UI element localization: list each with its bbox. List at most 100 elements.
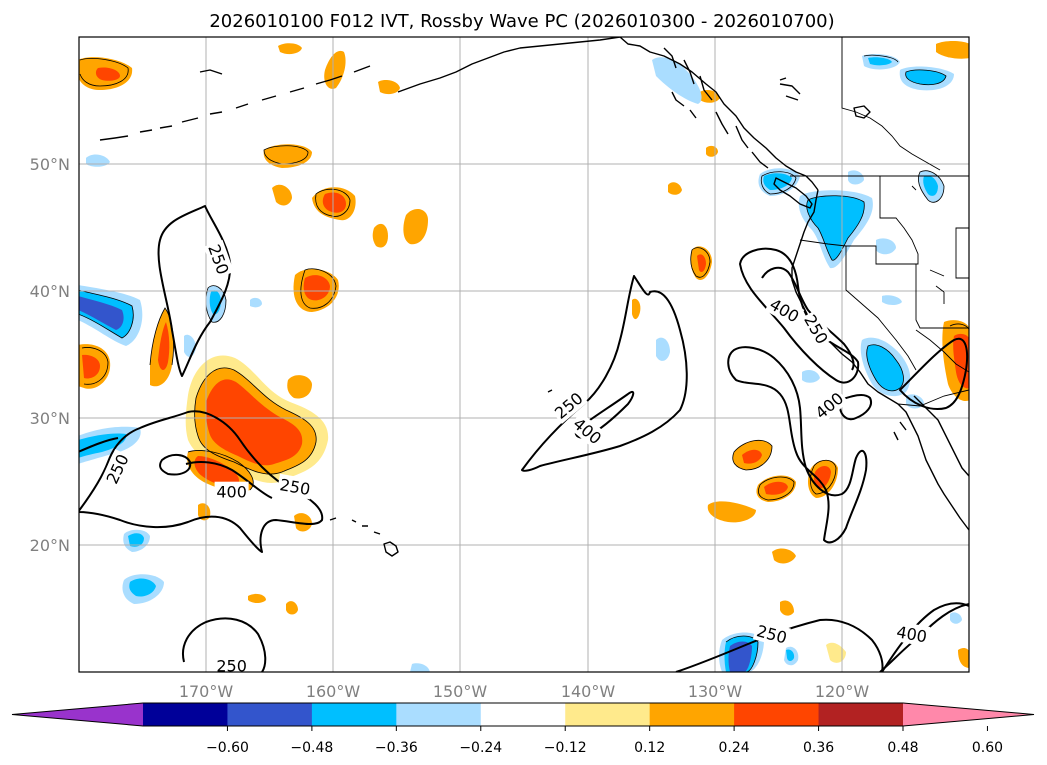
anomaly-outlines xyxy=(79,54,969,672)
us-mexico-border xyxy=(897,389,969,407)
positive-anomaly-region xyxy=(958,648,969,668)
positive-anomaly-region xyxy=(936,41,969,59)
negative-anomaly-region xyxy=(763,173,792,190)
negative-anomaly-region xyxy=(882,295,902,305)
rossby-wave-contours xyxy=(79,205,969,672)
positive-anomaly-region xyxy=(742,449,762,464)
contour-label-text: 250 xyxy=(216,657,247,676)
lon-label-150w: 150°W xyxy=(433,682,488,701)
figure-title: 2026010100 F012 IVT, Rossby Wave PC (202… xyxy=(209,11,834,32)
lat-label-30n: 30°N xyxy=(30,409,70,428)
negative-anomaly-region xyxy=(923,175,938,196)
contour-250 xyxy=(521,275,688,472)
contour-250 xyxy=(899,337,969,410)
negative-anomaly-region xyxy=(876,238,896,255)
positive-anomaly-region xyxy=(95,67,120,81)
lon-label-120w: 120°W xyxy=(815,682,870,701)
positive-anomaly-region xyxy=(814,466,831,489)
map-frame xyxy=(78,36,970,673)
negative-anomaly-region xyxy=(786,649,795,661)
positive-anomaly-region xyxy=(322,192,346,213)
latitude-labels: 20°N 30°N 40°N 50°N xyxy=(30,155,70,555)
colorbar-tick-label: 0.48 xyxy=(887,740,918,756)
positive-anomaly-region xyxy=(287,375,312,399)
colorbar-extend-min xyxy=(12,703,143,726)
positive-anomaly-region xyxy=(248,593,266,603)
positive-anomaly-region xyxy=(303,275,330,301)
negative-anomaly-region xyxy=(802,370,820,383)
state-borders xyxy=(862,176,919,265)
colorbar: −0.60 −0.48 −0.36 −0.24 −0.12 0.12 0.24 0.36 0.4… xyxy=(11,702,1035,756)
positive-anomaly-region xyxy=(764,481,788,495)
lat-label-50n: 50°N xyxy=(30,155,70,174)
colorbar-tick-label: −0.12 xyxy=(544,740,587,756)
colorbar-segment xyxy=(565,703,651,726)
lat-label-40n: 40°N xyxy=(30,282,70,301)
ivt-anomaly-shading xyxy=(79,41,969,672)
lon-label-140w: 140°W xyxy=(561,682,616,701)
colorbar-tick-label: −0.48 xyxy=(290,740,333,756)
positive-anomaly-region xyxy=(826,642,846,663)
colorbar-tick-label: 0.12 xyxy=(634,740,665,756)
negative-anomaly-region xyxy=(868,57,892,66)
contour-label: 250 xyxy=(276,473,314,500)
contour-400 xyxy=(881,602,969,672)
colorbar-segment xyxy=(396,703,482,726)
negative-anomaly-region xyxy=(250,297,262,308)
negative-anomaly-region xyxy=(656,337,670,361)
positive-anomaly-region xyxy=(82,354,100,379)
colorbar-outline xyxy=(11,702,1035,727)
lon-label-170w: 170°W xyxy=(179,682,234,701)
alaska-coast xyxy=(619,37,819,191)
lon-label-160w: 160°W xyxy=(306,682,361,701)
longitude-labels: 170°W 160°W 150°W 140°W 130°W 120°W xyxy=(179,682,870,701)
aleutian-islands xyxy=(99,65,371,141)
positive-anomaly-region xyxy=(278,43,302,55)
contour-label: 400 xyxy=(214,481,249,502)
map-background xyxy=(79,37,969,672)
positive-anomaly-region xyxy=(294,513,312,532)
colorbar-segment xyxy=(734,703,820,726)
colorbar-extend-max xyxy=(903,703,1034,726)
positive-anomaly-region xyxy=(324,50,346,89)
colorbar-tick-label: 0.24 xyxy=(719,740,750,756)
positive-anomaly-region xyxy=(372,223,388,248)
colorbar-segment xyxy=(818,703,904,726)
colorbar-segment xyxy=(227,703,313,726)
positive-anomaly-region xyxy=(697,254,706,272)
political-borders xyxy=(790,37,969,407)
negative-anomaly-region xyxy=(410,663,430,672)
colorbar-segment xyxy=(143,703,228,726)
positive-anomaly-region xyxy=(668,182,682,195)
positive-anomaly-region xyxy=(707,501,756,523)
lon-label-130w: 130°W xyxy=(688,682,743,701)
positive-anomaly-region xyxy=(772,548,796,564)
contour-250 xyxy=(727,346,868,544)
colorbar-segment xyxy=(649,703,735,726)
us-west-coast xyxy=(791,189,969,531)
positive-anomaly-region xyxy=(780,600,794,616)
contour-250 xyxy=(182,617,267,672)
colorbar-tick-label: 0.60 xyxy=(972,740,1003,756)
colorbar-tick-label: −0.36 xyxy=(375,740,418,756)
alaska-south-coast xyxy=(397,37,621,93)
contour-label-text: 400 xyxy=(216,483,247,502)
colorbar-segment xyxy=(311,703,397,726)
colorbar-tick-label: 0.36 xyxy=(803,740,834,756)
contour-label: 250 xyxy=(214,655,249,676)
contour-250 xyxy=(761,266,855,371)
contour-label: 250 xyxy=(203,239,235,279)
negative-anomaly-region xyxy=(806,195,865,261)
contour-label: 400 xyxy=(568,412,608,450)
vancouver-island xyxy=(773,177,813,209)
negative-anomaly-region xyxy=(905,69,946,85)
colorbar-tick-label: −0.60 xyxy=(206,740,249,756)
contour-250 xyxy=(79,410,324,553)
hawaiian-islands xyxy=(329,517,399,557)
negative-anomaly-region xyxy=(652,57,702,104)
positive-anomaly-region xyxy=(632,298,641,320)
contour-400 xyxy=(159,454,192,476)
positive-anomaly-region xyxy=(272,184,292,206)
